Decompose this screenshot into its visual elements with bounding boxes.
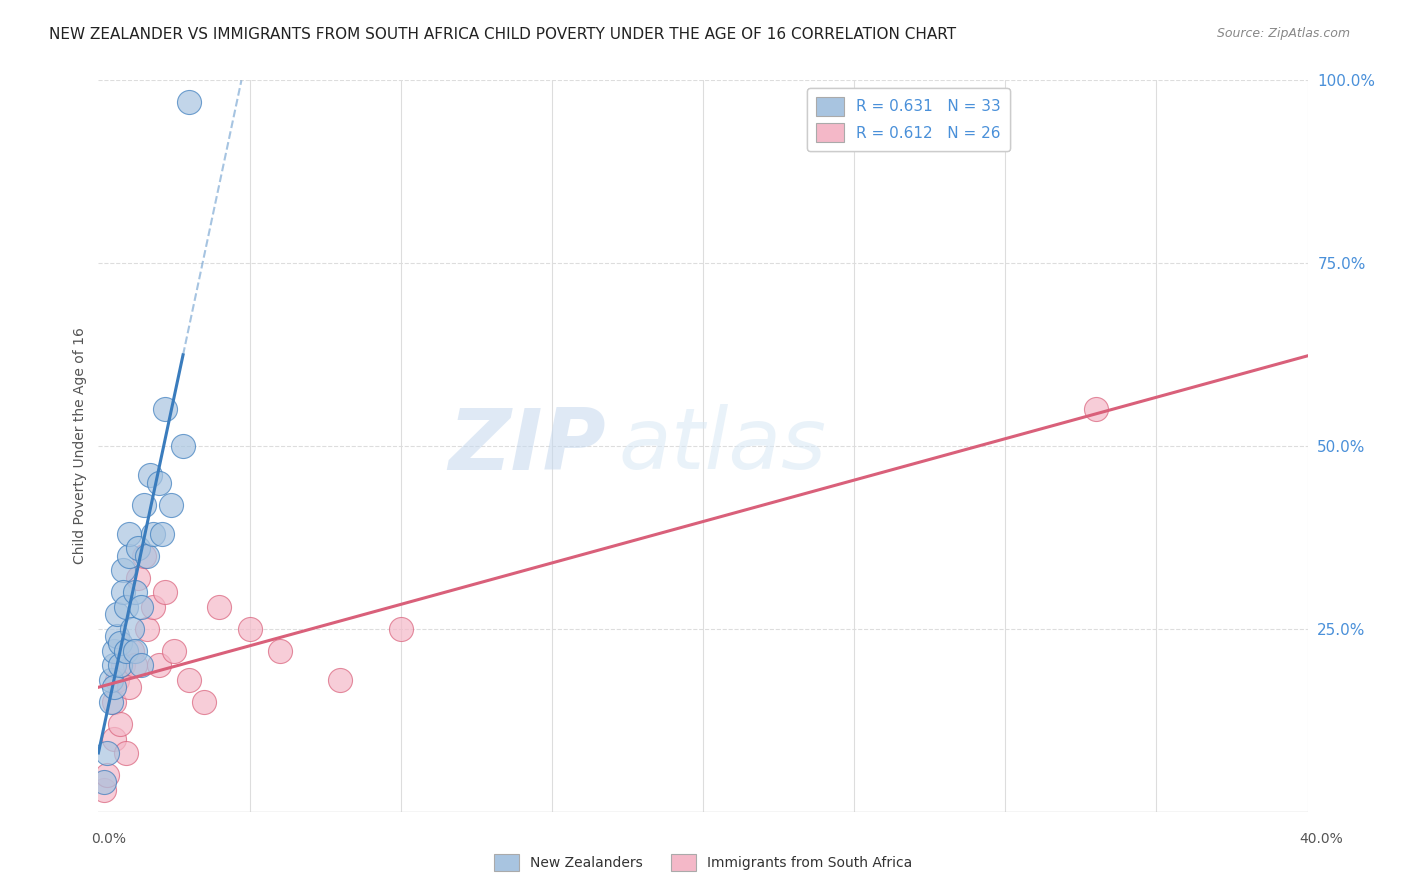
Point: [127, 541, 149, 556]
Point: [153, 402, 176, 417]
Point: [124, 658, 146, 673]
Point: [135, 549, 157, 563]
Point: [1085, 402, 1108, 417]
Point: [150, 526, 173, 541]
Point: [121, 644, 143, 658]
Point: [132, 498, 155, 512]
Point: [108, 658, 131, 673]
Point: [132, 549, 155, 563]
Point: [148, 658, 170, 673]
Point: [118, 526, 141, 541]
Point: [179, 95, 201, 110]
Point: [118, 681, 141, 695]
Point: [208, 599, 231, 614]
Point: [148, 475, 170, 490]
Legend: R = 0.631   N = 33, R = 0.612   N = 26: R = 0.631 N = 33, R = 0.612 N = 26: [807, 88, 1010, 151]
Point: [163, 644, 186, 658]
Point: [100, 695, 122, 709]
Point: [129, 658, 152, 673]
Point: [142, 599, 165, 614]
Point: [93, 775, 115, 789]
Point: [142, 526, 165, 541]
Point: [114, 644, 136, 658]
Point: [153, 585, 176, 599]
Point: [124, 585, 146, 599]
Point: [129, 599, 152, 614]
Point: [103, 658, 125, 673]
Point: [127, 571, 149, 585]
Point: [329, 673, 352, 687]
Point: [121, 622, 143, 636]
Point: [114, 599, 136, 614]
Point: [135, 622, 157, 636]
Point: [105, 629, 128, 643]
Point: [111, 658, 134, 673]
Point: [103, 695, 125, 709]
Point: [160, 498, 183, 512]
Point: [93, 782, 115, 797]
Point: [105, 673, 128, 687]
Point: [179, 673, 201, 687]
Point: [96, 768, 118, 782]
Point: [96, 746, 118, 760]
Point: [100, 673, 122, 687]
Point: [269, 644, 291, 658]
Point: [124, 644, 146, 658]
Text: 40.0%: 40.0%: [1299, 832, 1343, 846]
Text: NEW ZEALANDER VS IMMIGRANTS FROM SOUTH AFRICA CHILD POVERTY UNDER THE AGE OF 16 : NEW ZEALANDER VS IMMIGRANTS FROM SOUTH A…: [49, 27, 956, 42]
Point: [111, 585, 134, 599]
Point: [139, 468, 162, 483]
Point: [389, 622, 412, 636]
Point: [103, 731, 125, 746]
Point: [103, 644, 125, 658]
Text: 0.0%: 0.0%: [91, 832, 127, 846]
Point: [172, 439, 194, 453]
Point: [108, 636, 131, 650]
Y-axis label: Child Poverty Under the Age of 16: Child Poverty Under the Age of 16: [73, 327, 87, 565]
Legend: New Zealanders, Immigrants from South Africa: New Zealanders, Immigrants from South Af…: [488, 848, 918, 876]
Point: [193, 695, 215, 709]
Text: ZIP: ZIP: [449, 404, 606, 488]
Point: [108, 717, 131, 731]
Text: Source: ZipAtlas.com: Source: ZipAtlas.com: [1216, 27, 1350, 40]
Point: [118, 549, 141, 563]
Point: [239, 622, 262, 636]
Point: [105, 607, 128, 622]
Text: atlas: atlas: [619, 404, 827, 488]
Point: [111, 563, 134, 577]
Point: [103, 681, 125, 695]
Point: [114, 746, 136, 760]
